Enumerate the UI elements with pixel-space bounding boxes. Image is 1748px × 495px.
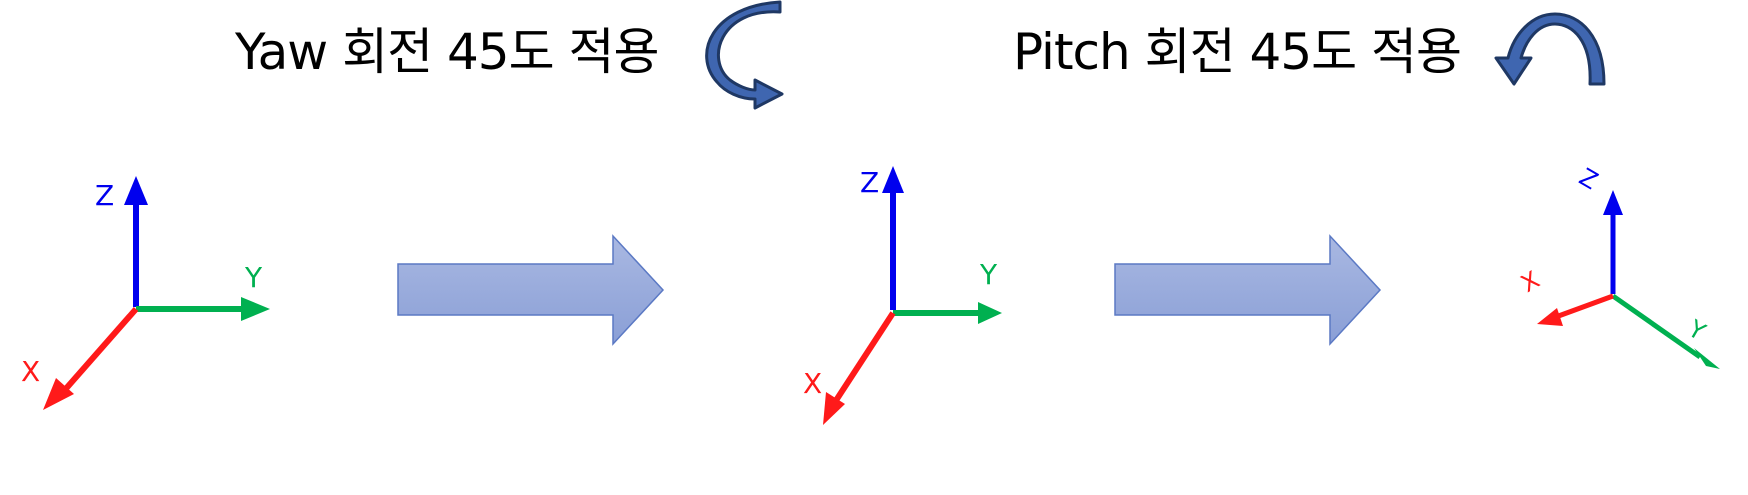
y-axis-label: Y (1682, 314, 1710, 346)
z-axis-label: Z (95, 179, 114, 212)
x-axis-arrowhead (823, 392, 845, 425)
y-axis-arrowhead (241, 297, 270, 321)
pitch-caption: Pitch 회전 45도 적용 (1013, 23, 1462, 81)
axes-original: Z Y X (21, 176, 270, 410)
yaw-caption: Yaw 회전 45도 적용 (235, 23, 659, 81)
yaw-rotate-arrow-icon (705, 0, 784, 110)
transition-arrow-2 (1114, 234, 1382, 346)
z-axis-arrowhead (124, 176, 148, 205)
x-axis-arrowhead (43, 378, 74, 410)
z-axis-label: Z (1574, 163, 1602, 195)
z-axis-arrowhead (1603, 190, 1623, 215)
y-axis-arrowhead (978, 302, 1002, 324)
axes-after-pitch: Z Y X (1516, 163, 1720, 369)
x-axis-label: X (21, 355, 40, 388)
transition-arrow-1 (397, 234, 665, 346)
x-axis-label: X (803, 367, 822, 400)
y-axis-label: Y (979, 258, 998, 291)
y-axis-arrowhead (1694, 348, 1720, 369)
x-axis-arrowhead (1537, 308, 1563, 326)
axes-after-yaw: Z Y X (803, 166, 1002, 425)
z-axis-arrowhead (882, 166, 904, 193)
y-axis-label: Y (244, 261, 263, 294)
pitch-rotate-arrow-icon (1494, 12, 1606, 86)
z-axis-label: Z (860, 166, 879, 199)
x-axis-label: X (1516, 266, 1544, 298)
